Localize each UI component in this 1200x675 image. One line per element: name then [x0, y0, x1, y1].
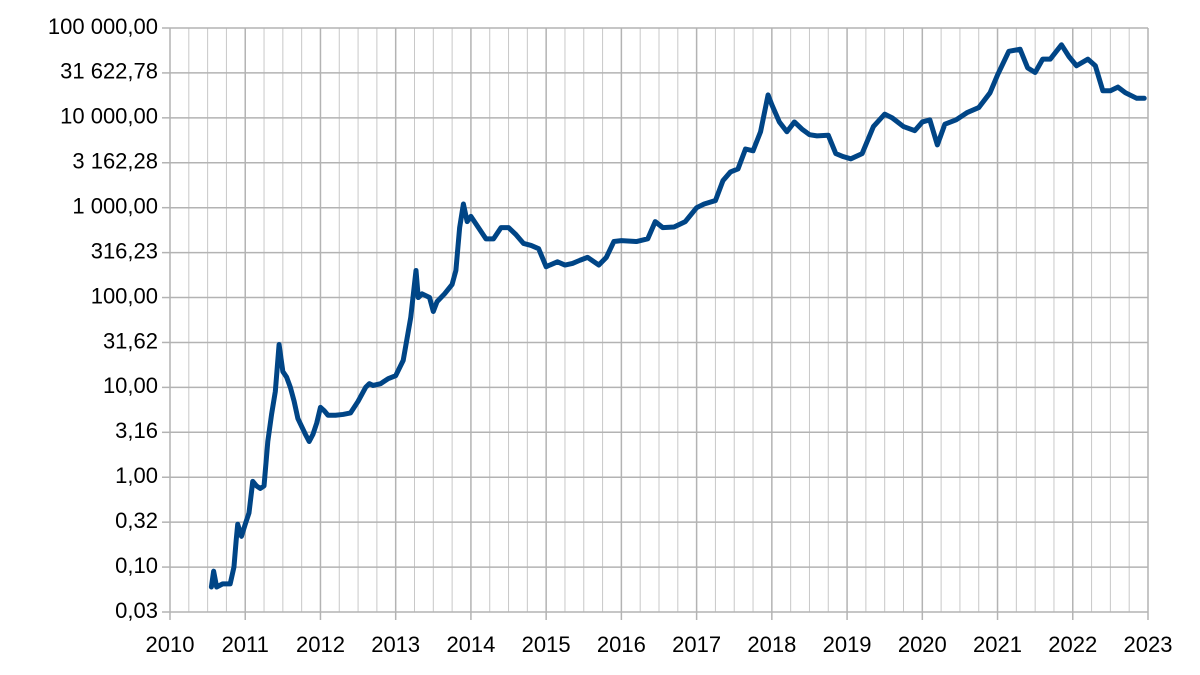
x-tick-label: 2020	[898, 632, 947, 657]
y-tick-label: 31,62	[103, 328, 158, 353]
y-tick-label: 3,16	[115, 418, 158, 443]
x-tick-label: 2015	[522, 632, 571, 657]
x-tick-label: 2012	[296, 632, 345, 657]
x-tick-label: 2011	[222, 632, 269, 657]
y-tick-label: 1,00	[115, 463, 158, 488]
y-tick-label: 10 000,00	[60, 104, 158, 129]
y-tick-label: 1 000,00	[72, 194, 158, 219]
x-tick-label: 2010	[146, 632, 195, 657]
x-tick-label: 2013	[371, 632, 420, 657]
y-tick-label: 0,03	[115, 598, 158, 623]
x-tick-label: 2023	[1124, 632, 1173, 657]
y-tick-label: 31 622,78	[60, 59, 158, 84]
y-tick-label: 10,00	[103, 373, 158, 398]
x-tick-label: 2019	[823, 632, 872, 657]
y-tick-label: 0,10	[115, 553, 158, 578]
x-tick-label: 2014	[446, 632, 495, 657]
y-tick-label: 3 162,28	[72, 149, 158, 174]
x-tick-label: 2021	[973, 632, 1022, 657]
y-tick-label: 0,32	[115, 508, 158, 533]
y-tick-label: 100,00	[91, 283, 158, 308]
x-tick-label: 2022	[1048, 632, 1097, 657]
series-line	[208, 42, 1147, 590]
x-tick-label: 2016	[597, 632, 646, 657]
y-tick-label: 100 000,00	[48, 14, 158, 39]
y-tick-label: 316,23	[91, 238, 158, 263]
x-tick-label: 2018	[747, 632, 796, 657]
x-tick-label: 2017	[672, 632, 721, 657]
